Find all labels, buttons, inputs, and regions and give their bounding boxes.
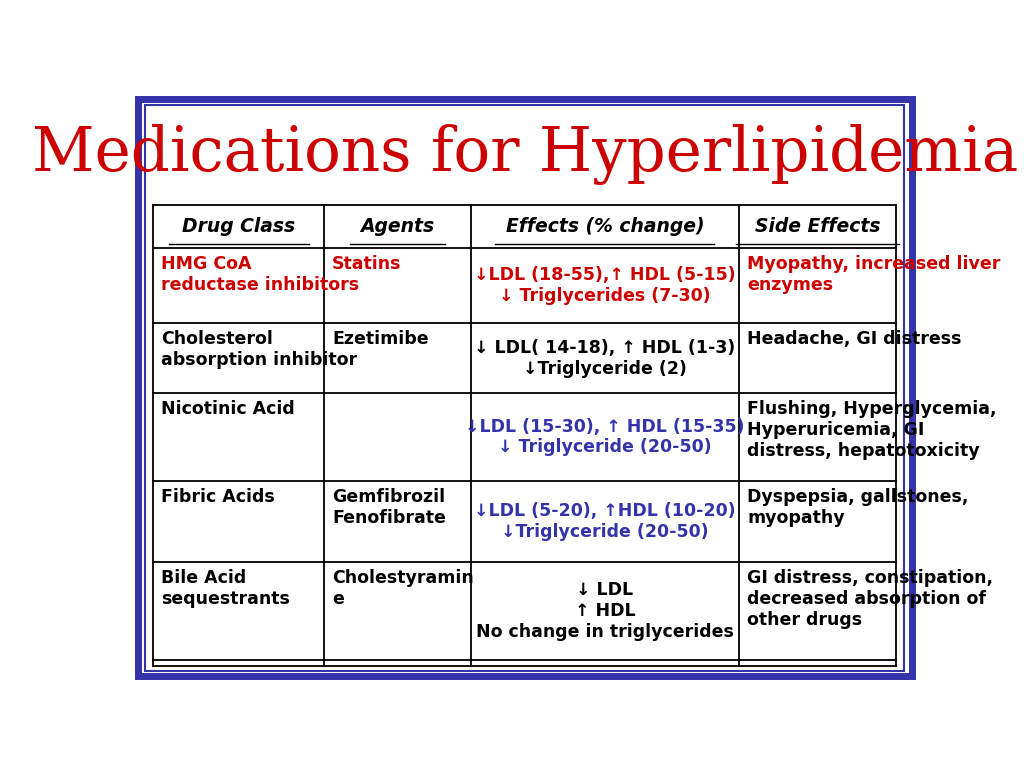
Text: Bile Acid
sequestrants: Bile Acid sequestrants	[162, 569, 290, 608]
FancyBboxPatch shape	[137, 99, 912, 677]
Text: Side Effects: Side Effects	[755, 217, 881, 236]
Text: Dyspepsia, gallstones,
myopathy: Dyspepsia, gallstones, myopathy	[748, 488, 969, 527]
Text: ↓LDL (18-55),↑ HDL (5-15)
↓ Triglycerides (7-30): ↓LDL (18-55),↑ HDL (5-15) ↓ Triglyceride…	[474, 266, 736, 305]
Text: Headache, GI distress: Headache, GI distress	[748, 330, 962, 349]
Text: ↓ LDL
↑ HDL
No change in triglycerides: ↓ LDL ↑ HDL No change in triglycerides	[476, 581, 734, 641]
Text: GI distress, constipation,
decreased absorption of
other drugs: GI distress, constipation, decreased abs…	[748, 569, 993, 629]
Text: Gemfibrozil
Fenofibrate: Gemfibrozil Fenofibrate	[332, 488, 445, 527]
Text: Drug Class: Drug Class	[182, 217, 295, 236]
Text: ↓LDL (15-30), ↑ HDL (15-35)
↓ Triglyceride (20-50): ↓LDL (15-30), ↑ HDL (15-35) ↓ Triglyceri…	[465, 418, 744, 456]
Bar	[154, 204, 896, 666]
Text: Agents: Agents	[360, 217, 434, 236]
Text: Statins: Statins	[332, 255, 401, 273]
Text: Ezetimibe: Ezetimibe	[332, 330, 429, 349]
Text: Nicotinic Acid: Nicotinic Acid	[162, 400, 295, 419]
Text: Medications for Hyperlipidemia: Medications for Hyperlipidemia	[32, 124, 1018, 185]
Text: Myopathy, increased liver
enzymes: Myopathy, increased liver enzymes	[748, 255, 1000, 293]
Text: ↓ LDL( 14-18), ↑ HDL (1-3)
↓Triglyceride (2): ↓ LDL( 14-18), ↑ HDL (1-3) ↓Triglyceride…	[474, 339, 735, 378]
Text: HMG CoA
reductase inhibitors: HMG CoA reductase inhibitors	[162, 255, 359, 293]
FancyBboxPatch shape	[145, 105, 904, 670]
Text: ↓LDL (5-20), ↑HDL (10-20)
↓Triglyceride (20-50): ↓LDL (5-20), ↑HDL (10-20) ↓Triglyceride …	[474, 502, 736, 541]
Text: Flushing, Hyperglycemia,
Hyperuricemia, GI
distress, hepatotoxicity: Flushing, Hyperglycemia, Hyperuricemia, …	[748, 400, 996, 460]
Text: Effects (% change): Effects (% change)	[506, 217, 705, 236]
Text: Cholestyramin
e: Cholestyramin e	[332, 569, 474, 608]
Text: Fibric Acids: Fibric Acids	[162, 488, 275, 506]
Text: Cholesterol
absorption inhibitor: Cholesterol absorption inhibitor	[162, 330, 357, 369]
